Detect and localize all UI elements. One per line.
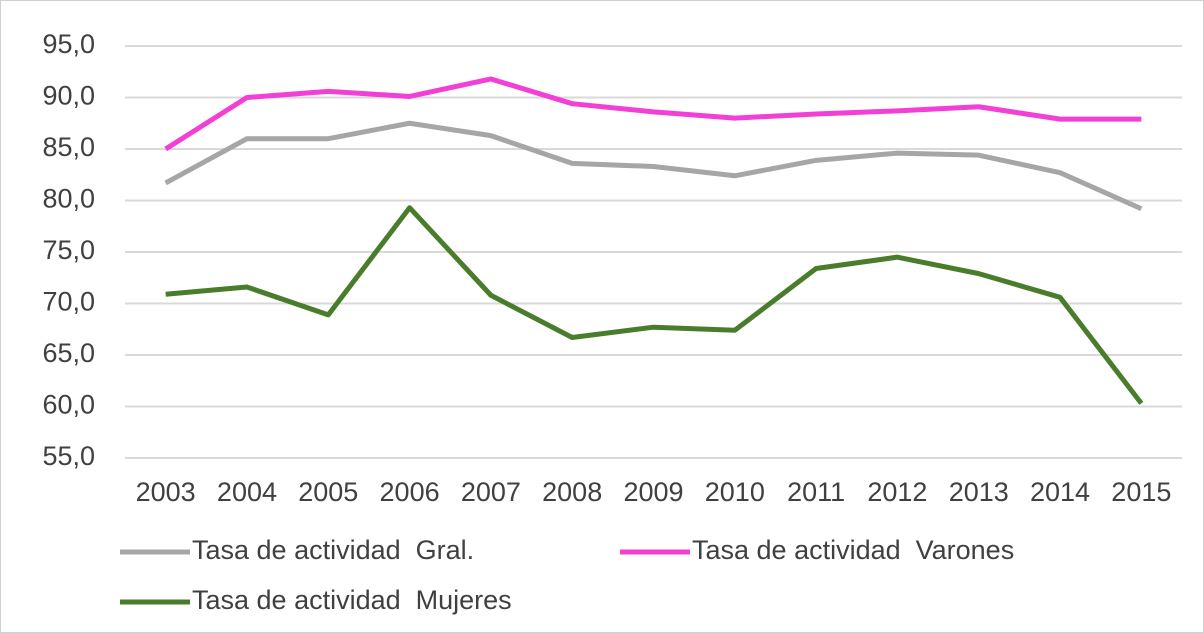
- x-tick-label: 2014: [1030, 477, 1090, 507]
- y-tick-label: 70,0: [42, 287, 95, 317]
- y-tick-label: 75,0: [42, 235, 95, 265]
- legend-label: Tasa de actividad Gral.: [192, 535, 474, 565]
- x-tick-label: 2011: [787, 477, 845, 507]
- x-tick-label: 2007: [461, 477, 521, 507]
- series-line: [164, 76, 1142, 152]
- x-tick-label: 2013: [949, 477, 1009, 507]
- y-tick-label: 90,0: [42, 81, 95, 111]
- series-line: [165, 205, 1144, 405]
- x-tick-label: 2003: [136, 477, 196, 507]
- x-tick-label: 2005: [298, 477, 358, 507]
- x-tick-label: 2012: [867, 477, 927, 507]
- y-tick-label: 60,0: [42, 390, 95, 420]
- y-tick-label: 80,0: [42, 184, 95, 214]
- x-tick-label: 2015: [1111, 477, 1171, 507]
- y-tick-label: 95,0: [42, 29, 95, 59]
- x-tick-label: 2010: [705, 477, 765, 507]
- x-tick-label: 2006: [380, 477, 440, 507]
- x-tick-label: 2008: [542, 477, 602, 507]
- y-tick-label: 65,0: [42, 338, 95, 368]
- legend-label: Tasa de actividad Varones: [692, 535, 1014, 565]
- y-tick-label: 85,0: [42, 132, 95, 162]
- y-tick-label: 55,0: [42, 441, 95, 471]
- x-tick-label: 2004: [217, 477, 277, 507]
- series-line: [164, 120, 1143, 212]
- legend-label: Tasa de actividad Mujeres: [192, 585, 512, 615]
- x-tick-label: 2009: [623, 477, 683, 507]
